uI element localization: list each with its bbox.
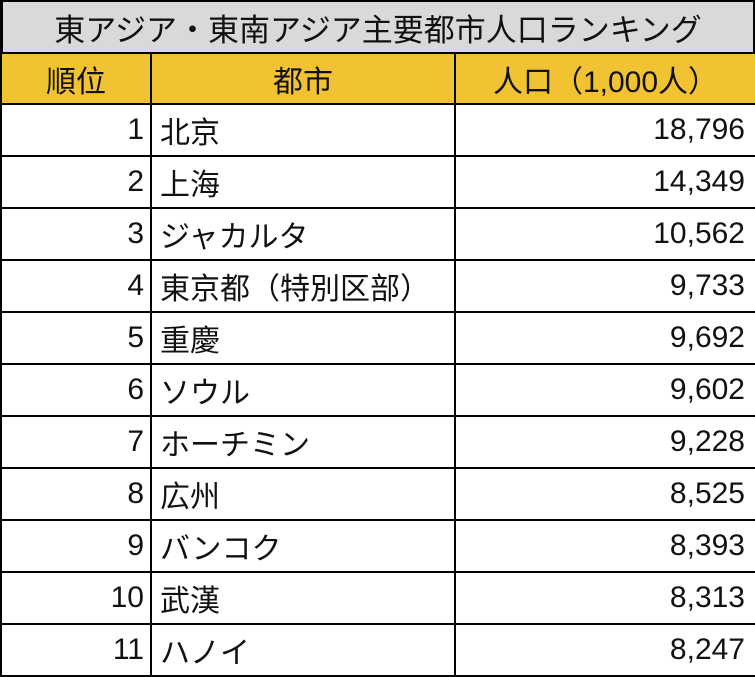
rank-cell: 10 xyxy=(0,571,152,625)
header-city: 都市 xyxy=(150,52,456,105)
city-cell: 武漢 xyxy=(150,571,456,625)
table-row: 5 重慶 9,692 xyxy=(0,311,755,365)
rank-cell: 8 xyxy=(0,467,152,521)
table-row: 2 上海 14,349 xyxy=(0,155,755,209)
population-cell: 9,692 xyxy=(454,311,755,365)
header-row: 順位 都市 人口（1,000人） xyxy=(0,52,755,105)
population-cell: 8,525 xyxy=(454,467,755,521)
population-cell: 9,602 xyxy=(454,363,755,417)
city-cell: ジャカルタ xyxy=(150,207,456,261)
table-row: 9 バンコク 8,393 xyxy=(0,519,755,573)
population-cell: 10,562 xyxy=(454,207,755,261)
rank-cell: 4 xyxy=(0,259,152,313)
rank-cell: 6 xyxy=(0,363,152,417)
rank-cell: 3 xyxy=(0,207,152,261)
population-cell: 8,313 xyxy=(454,571,755,625)
population-cell: 8,247 xyxy=(454,623,755,677)
city-cell: 上海 xyxy=(150,155,456,209)
population-cell: 18,796 xyxy=(454,103,755,157)
table-row: 8 広州 8,525 xyxy=(0,467,755,521)
population-cell: 9,228 xyxy=(454,415,755,469)
header-rank: 順位 xyxy=(0,52,152,105)
table-row: 3 ジャカルタ 10,562 xyxy=(0,207,755,261)
population-cell: 8,393 xyxy=(454,519,755,573)
city-cell: 北京 xyxy=(150,103,456,157)
population-cell: 9,733 xyxy=(454,259,755,313)
table-row: 6 ソウル 9,602 xyxy=(0,363,755,417)
city-cell: ハノイ xyxy=(150,623,456,677)
table-title: 東アジア・東南アジア主要都市人口ランキング xyxy=(0,0,755,52)
rank-cell: 1 xyxy=(0,103,152,157)
rank-cell: 9 xyxy=(0,519,152,573)
table-row: 4 東京都（特別区部） 9,733 xyxy=(0,259,755,313)
city-cell: ソウル xyxy=(150,363,456,417)
table-row: 7 ホーチミン 9,228 xyxy=(0,415,755,469)
table-row: 1 北京 18,796 xyxy=(0,103,755,157)
city-cell: 広州 xyxy=(150,467,456,521)
city-cell: ホーチミン xyxy=(150,415,456,469)
rank-cell: 5 xyxy=(0,311,152,365)
population-ranking-table: 順位 都市 人口（1,000人） 1 北京 18,796 2 上海 14,349… xyxy=(0,52,755,677)
population-cell: 14,349 xyxy=(454,155,755,209)
city-cell: バンコク xyxy=(150,519,456,573)
table-row: 11 ハノイ 8,247 xyxy=(0,623,755,677)
header-population: 人口（1,000人） xyxy=(454,52,755,105)
city-cell: 重慶 xyxy=(150,311,456,365)
rank-cell: 7 xyxy=(0,415,152,469)
city-cell: 東京都（特別区部） xyxy=(150,259,456,313)
table-row: 10 武漢 8,313 xyxy=(0,571,755,625)
rank-cell: 11 xyxy=(0,623,152,677)
rank-cell: 2 xyxy=(0,155,152,209)
